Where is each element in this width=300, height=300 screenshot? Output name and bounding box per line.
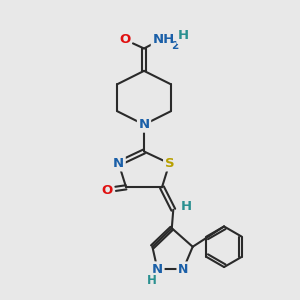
Text: S: S [165, 157, 174, 170]
Text: O: O [119, 33, 130, 46]
Text: O: O [101, 184, 112, 197]
Text: 2: 2 [171, 41, 178, 51]
Text: H: H [178, 29, 189, 42]
Text: H: H [180, 200, 191, 213]
Text: NH: NH [152, 33, 175, 46]
Text: N: N [139, 118, 150, 131]
Text: H: H [147, 274, 157, 287]
Text: N: N [178, 263, 188, 276]
Text: N: N [113, 157, 124, 170]
Text: N: N [152, 263, 163, 276]
